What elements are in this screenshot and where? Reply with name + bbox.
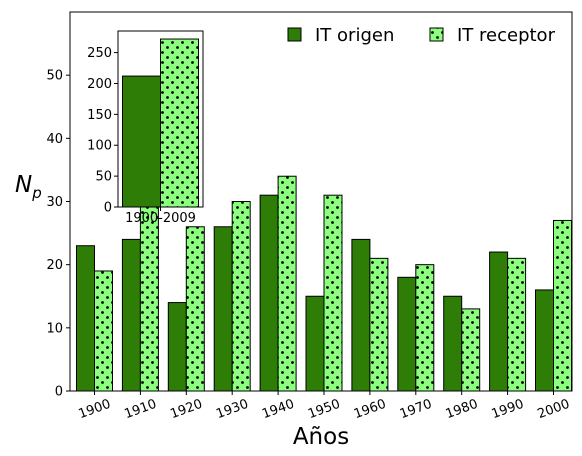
inset-x-axis: 1900-2009 (125, 207, 196, 226)
bar-receptor-1940 (278, 176, 296, 391)
main-y-axis: 0 10 20 30 40 50 (46, 69, 70, 400)
y-tick-label: 40 (46, 132, 63, 147)
x-tick-label: 1970 (398, 397, 434, 422)
x-tick-label: 1950 (306, 397, 342, 422)
inset-y-tick-label: 200 (87, 77, 112, 92)
legend-label-receptor: IT receptor (457, 25, 556, 46)
y-tick-label: 20 (46, 258, 63, 273)
bar-receptor-1920 (186, 227, 204, 391)
bar-origen-1950 (306, 296, 324, 391)
y-tick-label: 0 (55, 385, 63, 400)
bar-receptor-1910 (140, 202, 158, 392)
main-x-axis: 1900 1910 1920 1930 1940 1950 1960 1970 1980 1990… (77, 391, 572, 422)
bar-origen-1970 (398, 277, 416, 391)
legend: IT origen IT receptor (288, 25, 556, 46)
legend-swatch-origen (288, 28, 301, 41)
x-tick-label: 1900 (77, 397, 113, 422)
legend-label-origen: IT origen (315, 25, 394, 46)
y-axis-label: Np (15, 172, 42, 202)
inset-y-tick-label: 250 (87, 46, 112, 61)
bar-origen-2000 (536, 290, 554, 391)
bar-receptor-1960 (370, 258, 388, 391)
inset-x-tick-label: 1900-2009 (125, 211, 196, 226)
bar-receptor-1950 (324, 195, 342, 391)
x-tick-label: 1980 (444, 397, 480, 422)
bar-receptor-2000 (554, 220, 572, 391)
y-axis-label-main: N (15, 172, 32, 198)
inset-bar-origen (123, 76, 161, 207)
x-tick-label: 1960 (352, 397, 388, 422)
bar-origen-1960 (352, 239, 370, 391)
bar-receptor-1970 (416, 265, 434, 391)
main-bars (77, 176, 572, 391)
bar-origen-1980 (444, 296, 462, 391)
bar-origen-1990 (490, 252, 508, 391)
bar-receptor-1930 (232, 202, 250, 392)
x-tick-label: 1940 (260, 397, 296, 422)
bar-origen-1900 (77, 246, 95, 391)
y-axis-label-subscript: p (31, 184, 42, 202)
x-tick-label: 1910 (122, 397, 158, 422)
x-tick-label: 1930 (214, 397, 250, 422)
inset-y-tick-label: 100 (87, 139, 112, 154)
inset-y-tick-label: 0 (104, 201, 112, 216)
bar-origen-1920 (168, 303, 186, 391)
x-tick-label: 2000 (536, 397, 572, 422)
inset-y-tick-label: 50 (95, 170, 112, 185)
inset-y-axis: 0 50 100 150 200 250 (87, 46, 118, 215)
bar-origen-1930 (214, 227, 232, 391)
x-tick-label: 1990 (490, 397, 526, 422)
inset-bar-receptor (161, 39, 199, 207)
bar-origen-1910 (122, 239, 140, 391)
x-tick-label: 1920 (168, 397, 204, 422)
bar-receptor-1900 (95, 271, 113, 391)
y-tick-label: 30 (46, 195, 63, 210)
bar-origen-1940 (260, 195, 278, 391)
x-axis-label: Años (293, 424, 349, 450)
inset-y-tick-label: 150 (87, 108, 112, 123)
y-tick-label: 10 (46, 321, 63, 336)
bar-receptor-1980 (462, 309, 480, 391)
y-tick-label: 50 (46, 69, 63, 84)
bar-receptor-1990 (508, 258, 526, 391)
legend-swatch-receptor (430, 28, 443, 41)
